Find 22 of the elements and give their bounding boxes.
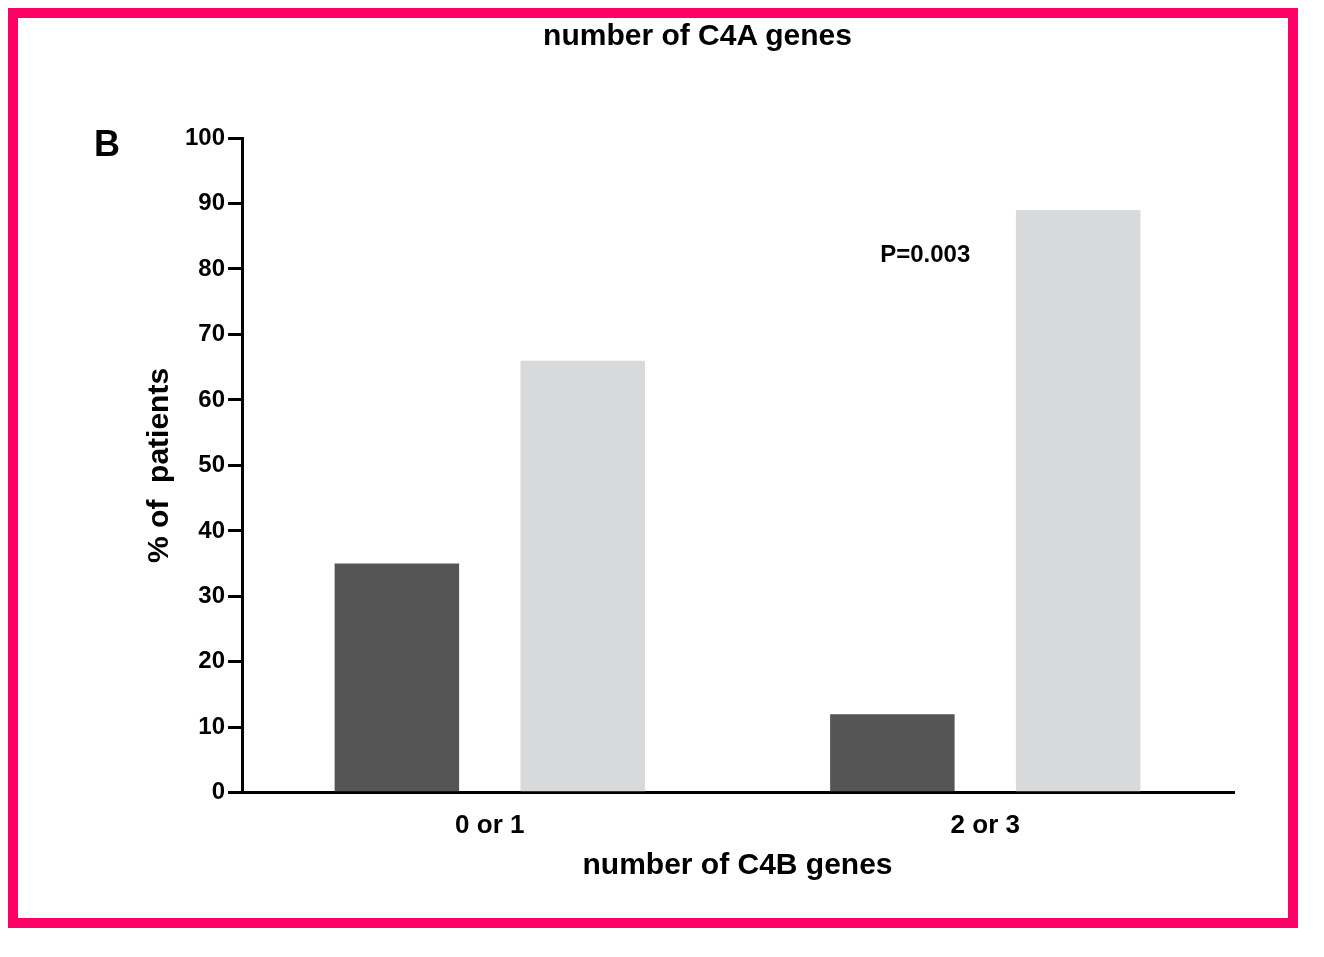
y-tick-label: 20: [198, 646, 226, 674]
y-tick-label: 90: [198, 188, 226, 216]
y-axis-title: % of patients: [141, 367, 175, 563]
y-tick-label: 70: [198, 319, 226, 347]
bar: [520, 360, 645, 792]
y-tick-label: 50: [198, 450, 226, 478]
y-tick-label: 60: [198, 384, 226, 412]
bar: [830, 714, 955, 792]
y-tick-label: 0: [211, 777, 226, 805]
bar: [1015, 210, 1141, 792]
x-tick-label: 0 or 1: [455, 808, 525, 839]
y-tick-label: 40: [198, 515, 226, 543]
y-tick-label: 80: [198, 253, 226, 281]
text: number of C4A genes: [543, 18, 852, 52]
x-axis-title: number of C4B genes: [582, 847, 893, 881]
x-tick-label: 2 or 3: [950, 808, 1020, 839]
y-tick-label: 30: [198, 580, 226, 608]
y-tick-label: 10: [198, 711, 226, 739]
annotation: P=0.003: [880, 240, 971, 268]
y-tick-label: 100: [185, 122, 226, 150]
bar: [334, 563, 460, 792]
text: B: [94, 122, 121, 164]
